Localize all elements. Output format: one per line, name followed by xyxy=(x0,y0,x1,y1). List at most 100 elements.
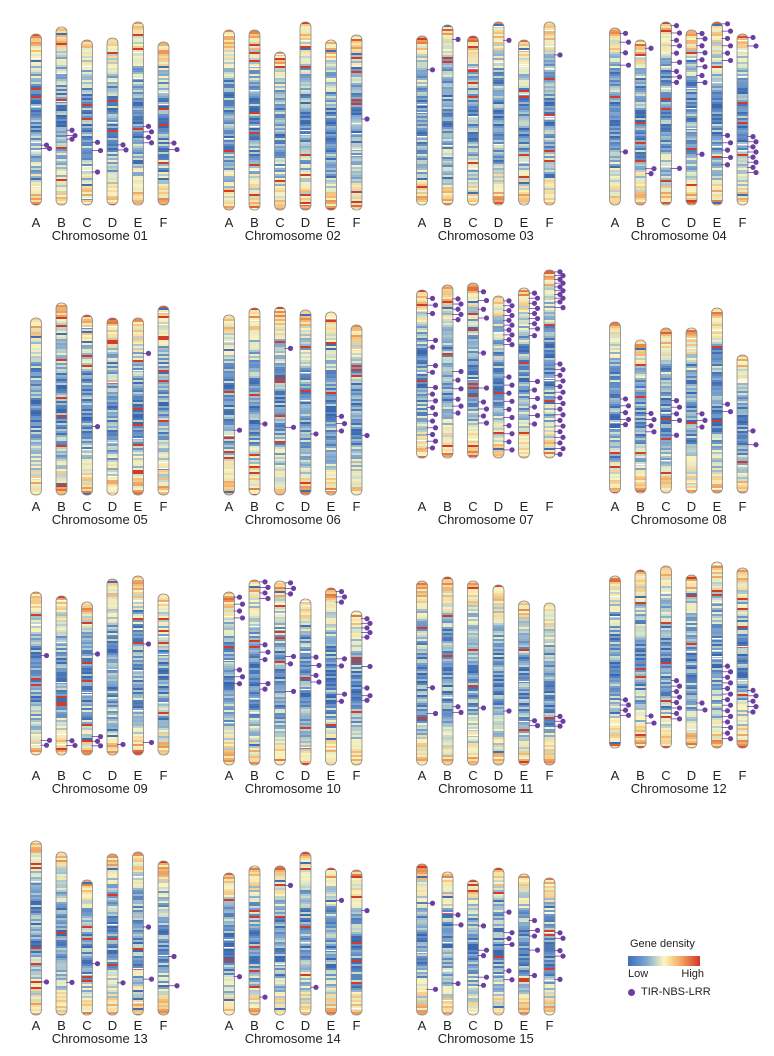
chromosome-outline xyxy=(55,302,68,496)
tir-nbs-lrr-gene xyxy=(506,406,512,412)
chromosome-title: Chromosome 12 xyxy=(631,781,727,796)
tir-nbs-lrr-gene xyxy=(727,409,734,415)
tir-nbs-lrr-gene xyxy=(429,310,436,317)
density-bands xyxy=(158,306,169,495)
tir-nbs-lrr-gene xyxy=(506,37,512,43)
tir-nbs-lrr-gene xyxy=(97,734,104,740)
chromosome-outline xyxy=(132,851,144,1016)
chromosome-outline xyxy=(223,29,235,211)
tir-nbs-lrr-gene xyxy=(676,716,683,722)
density-bands xyxy=(132,22,144,205)
chromosome-outline xyxy=(325,587,337,766)
tir-nbs-lrr-gene xyxy=(676,705,683,711)
tir-nbs-lrr-gene xyxy=(531,421,538,427)
tir-nbs-lrr-gene xyxy=(651,429,657,435)
chromosome-outline xyxy=(416,580,428,766)
tir-nbs-lrr-gene xyxy=(676,30,683,36)
chromosome-outline xyxy=(736,354,749,494)
tir-nbs-lrr-gene xyxy=(432,411,439,417)
chromosome-bar xyxy=(467,580,487,766)
tir-nbs-lrr-gene xyxy=(480,953,487,959)
chromosome-outline xyxy=(30,33,42,206)
chromosome-outline xyxy=(106,317,119,496)
tir-nbs-lrr-gene xyxy=(753,693,759,699)
tir-nbs-lrr-gene xyxy=(480,705,487,711)
tir-nbs-lrr-gene xyxy=(727,669,734,675)
tir-nbs-lrr-gene xyxy=(480,923,487,929)
chromosome-outline xyxy=(711,561,723,749)
density-bands xyxy=(467,36,479,205)
subgenome-label: F xyxy=(160,215,168,230)
tir-nbs-lrr-gene xyxy=(560,389,566,395)
tir-nbs-lrr-gene xyxy=(290,585,297,591)
tir-nbs-lrr-gene xyxy=(338,599,345,605)
chromosome-outline xyxy=(299,851,312,1016)
tir-nbs-lrr-gene xyxy=(145,350,152,356)
subgenome-label: E xyxy=(327,499,336,514)
density-bands xyxy=(325,588,337,765)
tir-nbs-lrr-gene xyxy=(625,712,632,718)
subgenome-label: A xyxy=(225,499,234,514)
tir-nbs-lrr-gene xyxy=(236,608,243,614)
chromosome-outline xyxy=(248,579,261,766)
chromosome-bar xyxy=(274,865,294,1016)
subgenome-label: A xyxy=(225,1018,234,1033)
subgenome-label: D xyxy=(687,768,696,783)
tir-nbs-lrr-gene xyxy=(367,663,373,670)
density-bands xyxy=(274,307,286,495)
chromosome-bar xyxy=(106,37,129,206)
density-bands xyxy=(467,880,479,1015)
tir-nbs-lrr-gene xyxy=(432,337,439,343)
chromosome-outline xyxy=(157,593,170,756)
chromosome-outline xyxy=(223,591,235,766)
density-bands xyxy=(81,40,93,205)
density-bands xyxy=(274,581,286,765)
density-bands xyxy=(351,325,362,495)
chromosome-outline xyxy=(634,39,647,206)
chromosome-bar xyxy=(55,302,68,496)
tir-nbs-lrr-gene xyxy=(455,306,461,312)
chromosome-bar xyxy=(157,593,170,756)
tir-nbs-lrr-gene xyxy=(239,601,246,607)
tir-nbs-lrr-gene xyxy=(724,674,731,680)
chromosome-outline xyxy=(299,309,312,496)
tir-nbs-lrr-gene xyxy=(94,738,101,744)
chromosome-bar xyxy=(634,569,657,749)
tir-nbs-lrr-gene xyxy=(557,976,563,982)
density-bands xyxy=(351,35,362,210)
chromosome-bar xyxy=(416,863,439,1016)
chromosome-outline xyxy=(416,35,428,206)
tir-nbs-lrr-gene xyxy=(557,291,563,298)
density-bands xyxy=(300,22,311,210)
chromosome-outline xyxy=(518,600,530,766)
tir-nbs-lrr-gene xyxy=(724,697,731,703)
subgenome-label: F xyxy=(353,768,361,783)
chromosome-bar xyxy=(711,561,734,749)
density-bands xyxy=(467,283,479,458)
tir-nbs-lrr-gene xyxy=(46,145,53,152)
tir-nbs-lrr-gene xyxy=(429,418,436,424)
tir-nbs-lrr-gene xyxy=(239,674,246,680)
tir-nbs-lrr-gene xyxy=(509,332,515,338)
chromosome-bar xyxy=(441,871,464,1016)
tir-nbs-lrr-gene xyxy=(673,411,680,417)
chromosome-outline xyxy=(157,305,170,496)
chromosome-bar xyxy=(106,578,126,756)
chromosome-bar xyxy=(157,860,180,1016)
chromosome-outline xyxy=(441,871,454,1016)
tir-nbs-lrr-gene xyxy=(699,72,705,79)
tir-nbs-lrr-gene xyxy=(262,590,268,596)
tir-nbs-lrr-gene xyxy=(622,30,629,36)
subgenome-label: C xyxy=(275,499,284,514)
density-bands xyxy=(325,40,337,210)
chromosome-title: Chromosome 10 xyxy=(245,781,341,796)
tir-nbs-lrr-gene xyxy=(753,139,759,145)
density-bands xyxy=(223,592,235,765)
chromosome-outline xyxy=(350,34,363,211)
subgenome-label: A xyxy=(225,768,234,783)
tir-nbs-lrr-gene xyxy=(727,702,734,708)
tir-nbs-lrr-gene xyxy=(287,882,294,888)
chromosome-outline xyxy=(685,327,698,494)
density-bands xyxy=(686,328,697,493)
subgenome-label: A xyxy=(611,499,620,514)
